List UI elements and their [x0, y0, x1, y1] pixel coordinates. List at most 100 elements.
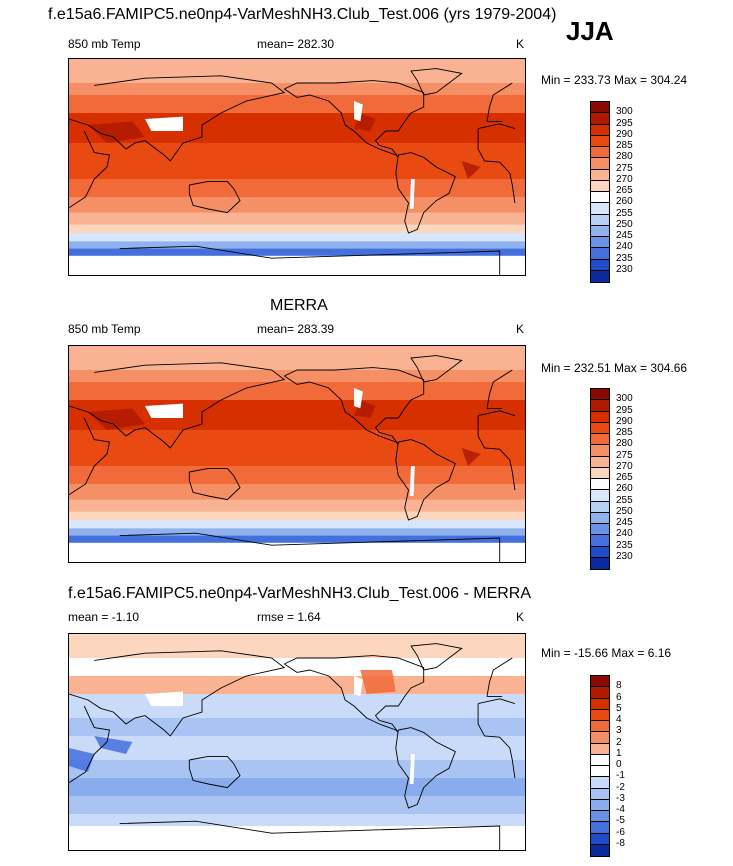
- colorbar-swatch: [591, 113, 609, 125]
- colorbar-tick-label: 295: [616, 404, 633, 416]
- colorbar-swatch: [591, 479, 609, 491]
- colorbar-swatch: [591, 203, 609, 215]
- colorbar-swatch: [591, 721, 609, 733]
- map-coastline: [119, 245, 501, 275]
- map-coastline: [188, 180, 241, 214]
- map-color-band: [69, 241, 525, 250]
- colorbar-swatch: [591, 434, 609, 446]
- map-color-band: [69, 658, 525, 677]
- map-anomaly-region: [360, 670, 396, 694]
- map-coastline: [395, 439, 456, 521]
- map-coastline: [284, 655, 425, 733]
- colorbar-tick-label: 4: [616, 714, 622, 725]
- map-missing-terrain: [145, 403, 183, 418]
- colorbar-swatch: [591, 557, 609, 569]
- colorbar-swatch: [591, 445, 609, 457]
- colorbar-tick-label: 285: [616, 140, 633, 151]
- colorbar-tick-label: 290: [616, 415, 633, 427]
- colorbar-swatch: [591, 124, 609, 136]
- panel-2-map: [68, 345, 526, 563]
- colorbar-tick-label: 230: [616, 263, 633, 275]
- colorbar-swatch: [591, 698, 609, 710]
- panel-1-mean-label: mean= 282.30: [257, 37, 335, 51]
- map-color-band: [69, 535, 525, 544]
- map-coastline: [410, 68, 463, 96]
- map-color-band: [69, 370, 525, 383]
- colorbar-swatch: [591, 676, 609, 688]
- colorbar-tick-label: 1: [616, 747, 622, 759]
- panel-1-minmax: Min = 233.73 Max = 304.24: [541, 73, 688, 87]
- colorbar-tick-label: -5: [616, 815, 625, 827]
- map-missing-terrain: [409, 466, 415, 496]
- colorbar-tick-label: 5: [616, 702, 622, 714]
- map-color-band: [69, 676, 525, 695]
- panel-1-colorbar: [590, 101, 610, 283]
- map-color-band: [69, 113, 525, 144]
- colorbar-tick-label: 260: [616, 483, 633, 495]
- panel-3-header: f.e15a6.FAMIPC5.ne0np4-VarMeshNH3.Club_T…: [68, 585, 532, 602]
- map-coastline: [69, 75, 513, 162]
- colorbar-tick-label: 235: [616, 539, 633, 551]
- map-coastline: [395, 152, 456, 234]
- panel-3-mean-label: mean = -1.10: [68, 610, 140, 624]
- colorbar-tick-label: 280: [616, 438, 633, 450]
- map-color-band: [69, 248, 525, 257]
- colorbar-tick-label: 245: [616, 230, 633, 241]
- colorbar-tick-label: -2: [616, 781, 625, 793]
- colorbar-swatch: [591, 833, 609, 845]
- map-color-band: [69, 83, 525, 96]
- map-color-band: [69, 233, 525, 242]
- panel-3-minmax: Min = -15.66 Max = 6.16: [541, 646, 672, 660]
- colorbar-swatch: [591, 822, 609, 834]
- colorbar-swatch: [591, 546, 609, 558]
- map-missing-terrain: [145, 691, 183, 706]
- map-color-band: [69, 542, 525, 562]
- season-label: JJA: [566, 16, 614, 46]
- panel-2-units-label: K: [516, 322, 525, 336]
- map-color-band: [69, 224, 525, 234]
- colorbar-tick-label: 245: [616, 517, 633, 528]
- map-color-band: [69, 796, 525, 815]
- map-coastline: [284, 367, 425, 445]
- colorbar-tick-label: 6: [616, 691, 622, 703]
- map-color-band: [69, 430, 525, 467]
- colorbar-swatch: [591, 777, 609, 789]
- panel-2-left-label: 850 mb Temp: [68, 322, 141, 336]
- map-color-band: [69, 511, 525, 521]
- map-coastline: [395, 727, 456, 809]
- colorbar-tick-label: 295: [616, 117, 633, 129]
- colorbar-swatch: [591, 259, 609, 271]
- map-color-band: [69, 59, 525, 84]
- map-anomaly-region: [94, 736, 133, 754]
- colorbar-tick-label: -8: [616, 837, 625, 849]
- colorbar-swatch: [591, 237, 609, 249]
- map-coastline: [69, 410, 516, 496]
- map-color-band: [69, 778, 525, 797]
- map-color-band: [69, 528, 525, 537]
- map-color-band: [69, 694, 525, 719]
- map-coastline: [69, 362, 513, 449]
- map-missing-terrain: [354, 101, 363, 122]
- colorbar-tick-label: 275: [616, 162, 633, 174]
- colorbar-swatch: [591, 754, 609, 766]
- colorbar-swatch: [591, 799, 609, 811]
- panel-2-mean-label: mean= 283.39: [257, 322, 335, 336]
- map-missing-terrain: [354, 388, 363, 409]
- colorbar-tick-label: 300: [616, 106, 633, 118]
- colorbar-tick-label: -1: [616, 770, 625, 782]
- colorbar-tick-label: -4: [616, 804, 625, 815]
- colorbar-swatch: [591, 214, 609, 226]
- map-missing-terrain: [354, 676, 363, 697]
- map-color-band: [69, 466, 525, 485]
- panel-1-map: [68, 58, 526, 276]
- colorbar-swatch: [591, 524, 609, 536]
- map-color-band: [69, 197, 525, 214]
- colorbar-tick-label: 0: [616, 759, 622, 770]
- colorbar-swatch: [591, 192, 609, 204]
- colorbar-swatch: [591, 456, 609, 468]
- figure-title: f.e15a6.FAMIPC5.ne0np4-VarMeshNH3.Club_T…: [48, 6, 557, 23]
- colorbar-swatch: [591, 788, 609, 800]
- colorbar-tick-label: 265: [616, 185, 633, 196]
- colorbar-tick-label: 260: [616, 196, 633, 208]
- colorbar-swatch: [591, 400, 609, 412]
